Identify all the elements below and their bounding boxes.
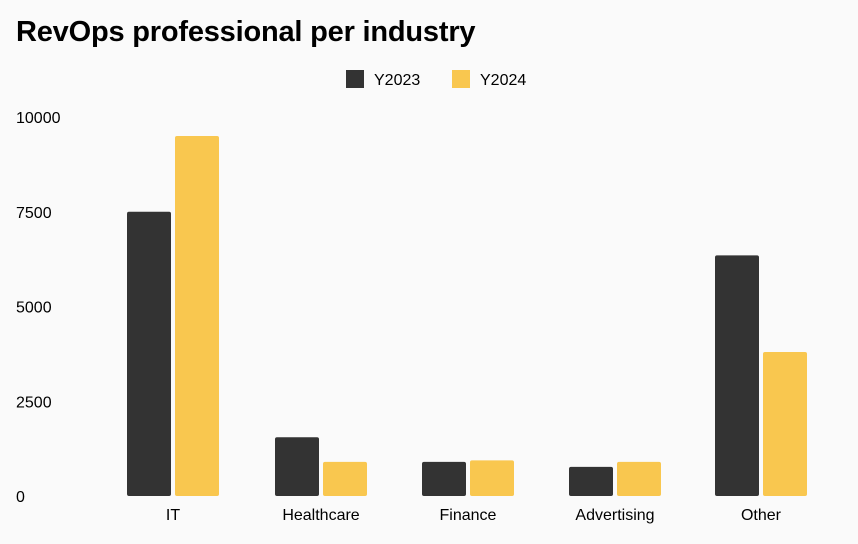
bar-advertising-y2023 <box>569 466 613 496</box>
bar-it-y2023 <box>127 211 171 496</box>
y-tick-label: 0 <box>16 489 25 506</box>
bar-other-y2024 <box>763 351 807 496</box>
legend-label-y2023: Y2023 <box>374 72 420 89</box>
y-tick-label: 7500 <box>16 205 52 222</box>
x-category-label: Advertising <box>575 507 654 524</box>
x-category-label: IT <box>166 507 180 524</box>
x-category-label: Finance <box>440 507 497 524</box>
chart-title: RevOps professional per industry <box>16 16 476 48</box>
bar-finance-y2024 <box>470 460 514 496</box>
legend-swatch-y2024 <box>452 70 470 88</box>
y-tick-label: 10000 <box>16 110 61 127</box>
legend-swatch-y2023 <box>346 70 364 88</box>
y-tick-label: 5000 <box>16 300 52 317</box>
bar-advertising-y2024 <box>617 461 661 496</box>
bar-other-y2023 <box>715 255 759 496</box>
y-tick-label: 2500 <box>16 394 52 411</box>
bar-healthcare-y2024 <box>323 461 367 496</box>
legend-label-y2024: Y2024 <box>480 72 526 89</box>
bar-healthcare-y2023 <box>275 437 319 496</box>
x-category-label: Other <box>741 507 782 524</box>
x-category-label: Healthcare <box>282 507 359 524</box>
bar-finance-y2023 <box>422 461 466 496</box>
bar-it-y2024 <box>175 135 219 496</box>
